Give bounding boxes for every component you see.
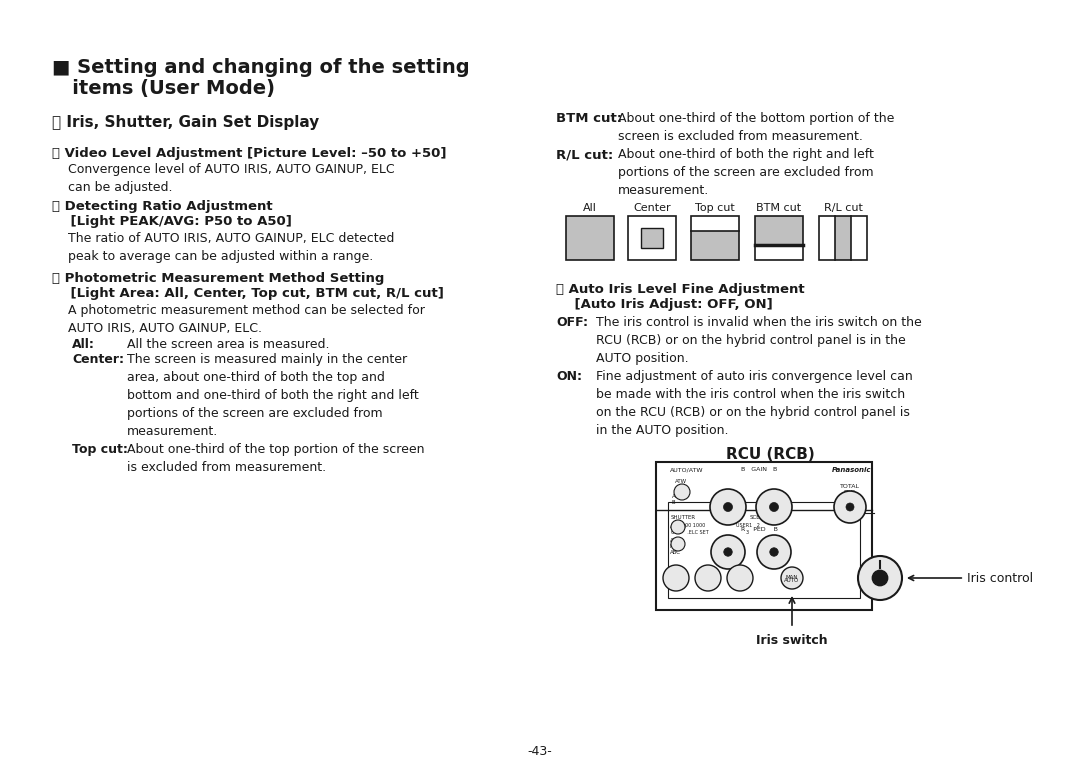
Text: USER1   2: USER1 2 bbox=[735, 523, 760, 528]
Circle shape bbox=[834, 491, 866, 523]
Bar bbox=[819, 216, 835, 260]
Circle shape bbox=[674, 484, 690, 500]
Text: R/L cut: R/L cut bbox=[824, 203, 863, 213]
Text: Center:: Center: bbox=[72, 353, 124, 366]
Text: RCU (RCB): RCU (RCB) bbox=[726, 447, 814, 462]
Text: All:: All: bbox=[72, 338, 95, 351]
Circle shape bbox=[696, 565, 721, 591]
Text: AUTO: AUTO bbox=[784, 578, 799, 584]
Bar bbox=[691, 231, 739, 260]
Text: -43-: -43- bbox=[528, 745, 552, 758]
Text: ⓣ Photometric Measurement Method Setting: ⓣ Photometric Measurement Method Setting bbox=[52, 272, 384, 285]
Text: SHUTTER: SHUTTER bbox=[671, 515, 697, 520]
Text: Convergence level of AUTO IRIS, AUTO GAINUP, ELC
can be adjusted.: Convergence level of AUTO IRIS, AUTO GAI… bbox=[68, 163, 394, 194]
Text: ⓢ Detecting Ratio Adjustment: ⓢ Detecting Ratio Adjustment bbox=[52, 200, 272, 213]
Text: All the screen area is measured.: All the screen area is measured. bbox=[127, 338, 329, 351]
Text: ATW: ATW bbox=[675, 479, 687, 484]
Bar bbox=[755, 216, 804, 245]
Bar bbox=[656, 462, 669, 610]
Bar bbox=[860, 462, 872, 610]
Circle shape bbox=[663, 565, 689, 591]
Text: AWC-
HOLD
ABC: AWC- HOLD ABC bbox=[670, 538, 686, 555]
Text: R    PED    B: R PED B bbox=[741, 527, 778, 532]
Circle shape bbox=[724, 548, 732, 556]
Text: ⓤ Auto Iris Level Fine Adjustment: ⓤ Auto Iris Level Fine Adjustment bbox=[556, 283, 805, 296]
Text: Center: Center bbox=[633, 203, 671, 213]
Bar bbox=[669, 502, 860, 598]
Circle shape bbox=[756, 489, 792, 525]
Bar bbox=[851, 216, 867, 260]
Bar bbox=[656, 462, 872, 610]
Text: OFF*   .ELC SET: OFF* .ELC SET bbox=[671, 530, 708, 535]
Circle shape bbox=[757, 535, 791, 569]
Bar bbox=[819, 216, 867, 260]
Circle shape bbox=[671, 520, 685, 534]
Text: About one-third of the top portion of the screen
is excluded from measurement.: About one-third of the top portion of th… bbox=[127, 443, 424, 474]
Bar bbox=[755, 245, 804, 260]
Text: Top cut:: Top cut: bbox=[72, 443, 127, 456]
Circle shape bbox=[724, 502, 732, 511]
Circle shape bbox=[873, 570, 888, 586]
Text: R/L cut:: R/L cut: bbox=[556, 148, 613, 161]
Text: AUTO: AUTO bbox=[670, 524, 688, 529]
Circle shape bbox=[770, 548, 779, 556]
Text: ⓡ Video Level Adjustment [Picture Level: –50 to +50]: ⓡ Video Level Adjustment [Picture Level:… bbox=[52, 147, 446, 160]
Text: IRIS: IRIS bbox=[843, 515, 854, 520]
Circle shape bbox=[781, 567, 804, 589]
Text: Fine adjustment of auto iris convergence level can
be made with the iris control: Fine adjustment of auto iris convergence… bbox=[596, 370, 913, 437]
Text: About one-third of the bottom portion of the
screen is excluded from measurement: About one-third of the bottom portion of… bbox=[618, 112, 894, 143]
Text: Iris control: Iris control bbox=[908, 572, 1034, 584]
Text: ON:: ON: bbox=[556, 370, 582, 383]
Bar bbox=[691, 216, 739, 260]
Text: Iris switch: Iris switch bbox=[756, 634, 827, 647]
Text: B   GAIN   B: B GAIN B bbox=[741, 467, 778, 472]
Circle shape bbox=[671, 537, 685, 551]
Text: items (User Mode): items (User Mode) bbox=[52, 79, 275, 98]
Text: About one-third of both the right and left
portions of the screen are excluded f: About one-third of both the right and le… bbox=[618, 148, 874, 197]
Bar bbox=[755, 216, 804, 260]
Text: The screen is measured mainly in the center
area, about one-third of both the to: The screen is measured mainly in the cen… bbox=[127, 353, 419, 438]
Bar bbox=[640, 228, 663, 248]
Text: AUTO/ATW: AUTO/ATW bbox=[670, 467, 703, 472]
Text: All: All bbox=[583, 203, 597, 213]
Circle shape bbox=[769, 502, 779, 511]
Text: MAN: MAN bbox=[786, 575, 798, 580]
Text: TOTAL
PED: TOTAL PED bbox=[840, 484, 860, 495]
Text: [Light PEAK/AVG: P50 to A50]: [Light PEAK/AVG: P50 to A50] bbox=[52, 215, 292, 228]
Text: Top cut: Top cut bbox=[696, 203, 734, 213]
Bar bbox=[835, 216, 851, 260]
Bar bbox=[656, 462, 872, 474]
Text: ■ Setting and changing of the setting: ■ Setting and changing of the setting bbox=[52, 58, 470, 77]
Text: [Auto Iris Adjust: OFF, ON]: [Auto Iris Adjust: OFF, ON] bbox=[556, 298, 773, 311]
Text: ⓖ Iris, Shutter, Gain Set Display: ⓖ Iris, Shutter, Gain Set Display bbox=[52, 115, 320, 130]
Text: 100 500 1000: 100 500 1000 bbox=[671, 523, 705, 528]
Text: Panasonic: Panasonic bbox=[833, 467, 872, 473]
Text: A photometric measurement method can be selected for
AUTO IRIS, AUTO GAINUP, ELC: A photometric measurement method can be … bbox=[68, 304, 424, 335]
Text: A-
B-: A- B- bbox=[672, 494, 677, 505]
Text: OFF:: OFF: bbox=[556, 316, 588, 329]
Text: [Light Area: All, Center, Top cut, BTM cut, R/L cut]: [Light Area: All, Center, Top cut, BTM c… bbox=[52, 287, 444, 300]
Text: The iris control is invalid when the iris switch on the
RCU (RCB) or on the hybr: The iris control is invalid when the iri… bbox=[596, 316, 921, 365]
Text: BTM cut:: BTM cut: bbox=[556, 112, 622, 125]
Text: 3: 3 bbox=[746, 530, 750, 535]
Circle shape bbox=[858, 556, 902, 600]
Text: The ratio of AUTO IRIS, AUTO GAINUP, ELC detected
peak to average can be adjuste: The ratio of AUTO IRIS, AUTO GAINUP, ELC… bbox=[68, 232, 394, 263]
Circle shape bbox=[846, 503, 854, 511]
Text: BTM cut: BTM cut bbox=[756, 203, 801, 213]
Circle shape bbox=[727, 565, 753, 591]
Circle shape bbox=[710, 489, 746, 525]
Bar bbox=[691, 216, 739, 231]
Bar bbox=[627, 216, 676, 260]
Text: SCENE: SCENE bbox=[750, 515, 768, 520]
Bar bbox=[566, 216, 615, 260]
Circle shape bbox=[711, 535, 745, 569]
